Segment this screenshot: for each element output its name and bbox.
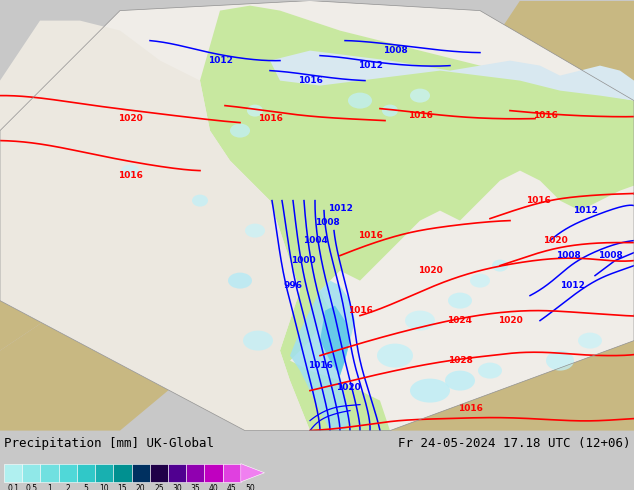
Text: 1020: 1020 — [543, 236, 567, 245]
Text: 1008: 1008 — [314, 218, 339, 227]
Bar — [150, 464, 168, 482]
Bar — [41, 464, 58, 482]
Bar — [4, 464, 22, 482]
Bar — [77, 464, 95, 482]
Ellipse shape — [247, 104, 263, 117]
Text: 1020: 1020 — [498, 316, 522, 325]
Polygon shape — [480, 0, 634, 281]
Text: 1016: 1016 — [307, 361, 332, 370]
Bar — [22, 464, 41, 482]
Ellipse shape — [578, 333, 602, 348]
Ellipse shape — [478, 363, 502, 379]
Text: Precipitation [mm] UK-Global: Precipitation [mm] UK-Global — [4, 437, 214, 450]
Ellipse shape — [410, 89, 430, 102]
Text: 1016: 1016 — [257, 114, 282, 123]
Ellipse shape — [121, 165, 139, 176]
Ellipse shape — [546, 351, 574, 370]
Polygon shape — [390, 281, 634, 431]
Text: 1008: 1008 — [383, 46, 408, 55]
Text: 15: 15 — [117, 484, 127, 490]
Text: 2: 2 — [65, 484, 70, 490]
Ellipse shape — [228, 272, 252, 289]
Text: Fr 24-05-2024 17.18 UTC (12+06): Fr 24-05-2024 17.18 UTC (12+06) — [398, 437, 630, 450]
Bar — [131, 464, 150, 482]
Ellipse shape — [448, 293, 472, 309]
Text: 996: 996 — [283, 281, 302, 290]
Text: 1028: 1028 — [448, 356, 472, 365]
Text: 45: 45 — [227, 484, 236, 490]
Text: 1020: 1020 — [335, 383, 360, 392]
Text: 1012: 1012 — [560, 281, 585, 290]
Text: 1016: 1016 — [347, 306, 372, 315]
Bar — [168, 464, 186, 482]
Bar — [223, 464, 241, 482]
Text: 1000: 1000 — [290, 256, 315, 265]
Ellipse shape — [377, 343, 413, 368]
Polygon shape — [320, 306, 350, 376]
Bar — [58, 464, 77, 482]
Text: 1004: 1004 — [302, 236, 327, 245]
Polygon shape — [0, 21, 310, 431]
Ellipse shape — [192, 195, 208, 207]
Bar — [204, 464, 223, 482]
Text: 1020: 1020 — [118, 114, 143, 123]
Polygon shape — [290, 281, 355, 431]
Polygon shape — [270, 50, 634, 100]
Polygon shape — [200, 5, 634, 431]
Ellipse shape — [405, 311, 435, 331]
Polygon shape — [241, 464, 264, 482]
Text: 1012: 1012 — [573, 206, 597, 215]
Text: 20: 20 — [136, 484, 145, 490]
Text: 1016: 1016 — [117, 171, 143, 180]
Text: 1012: 1012 — [358, 61, 382, 70]
Text: 1016: 1016 — [297, 76, 323, 85]
Ellipse shape — [445, 370, 475, 391]
Text: 1: 1 — [47, 484, 52, 490]
Ellipse shape — [470, 273, 490, 288]
Ellipse shape — [410, 379, 450, 403]
Bar — [113, 464, 131, 482]
Polygon shape — [0, 311, 180, 431]
Text: 1012: 1012 — [328, 204, 353, 213]
Ellipse shape — [492, 260, 508, 271]
Ellipse shape — [382, 104, 398, 117]
Text: 30: 30 — [172, 484, 182, 490]
Text: 50: 50 — [245, 484, 255, 490]
Text: 40: 40 — [209, 484, 218, 490]
Ellipse shape — [243, 331, 273, 351]
Text: 5: 5 — [84, 484, 88, 490]
Text: 1016: 1016 — [526, 196, 550, 205]
Ellipse shape — [245, 223, 265, 238]
Bar — [95, 464, 113, 482]
Text: 1012: 1012 — [207, 56, 233, 65]
Text: 35: 35 — [190, 484, 200, 490]
Text: 1016: 1016 — [458, 404, 482, 413]
Text: 25: 25 — [154, 484, 164, 490]
Text: 1020: 1020 — [418, 266, 443, 275]
Polygon shape — [0, 241, 80, 351]
Text: 1016: 1016 — [533, 111, 557, 120]
Ellipse shape — [230, 123, 250, 138]
Text: 1008: 1008 — [598, 251, 623, 260]
Text: 1008: 1008 — [555, 251, 580, 260]
Ellipse shape — [348, 93, 372, 109]
Polygon shape — [0, 0, 634, 431]
Bar — [186, 464, 204, 482]
Text: 1016: 1016 — [358, 231, 382, 240]
Text: 10: 10 — [100, 484, 109, 490]
Text: 1024: 1024 — [448, 316, 472, 325]
Text: 0.1: 0.1 — [7, 484, 19, 490]
Text: 0.5: 0.5 — [25, 484, 37, 490]
Text: 1016: 1016 — [408, 111, 432, 120]
